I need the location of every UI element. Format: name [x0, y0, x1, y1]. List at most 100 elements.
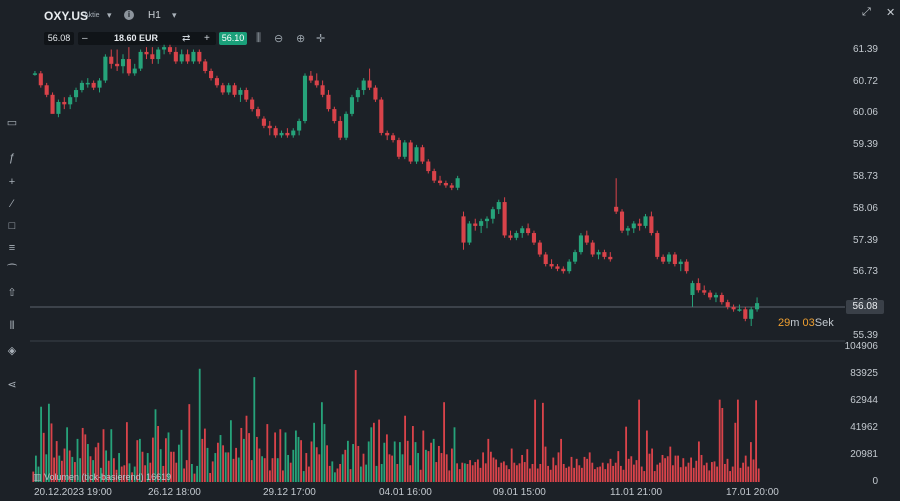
- layers-icon[interactable]: ◈: [7, 345, 17, 357]
- swap-icon[interactable]: ⇄: [182, 33, 191, 44]
- price-tick-label: 60.72: [852, 75, 878, 87]
- timeframe-select[interactable]: H1: [148, 10, 161, 21]
- candle-body: [91, 82, 96, 88]
- quantity-stepper[interactable]: – 18.60 EUR ⇄ +: [78, 32, 216, 45]
- zoom-out-icon[interactable]: ⊖: [274, 33, 284, 45]
- bars-icon[interactable]: ⫴: [9, 320, 15, 332]
- bid-price[interactable]: 56.08: [44, 32, 74, 45]
- indicator-icon[interactable]: ƒ: [8, 152, 16, 164]
- candle-body: [526, 228, 531, 234]
- candle-body: [408, 142, 413, 162]
- close-icon[interactable]: ✕: [886, 7, 896, 19]
- volume-bar: [365, 464, 368, 482]
- price-tick-label: 58.06: [852, 202, 878, 214]
- volume-bar: [492, 457, 495, 482]
- arrow-icon[interactable]: ⇧: [7, 287, 17, 299]
- maximize-icon[interactable]: ⤢: [862, 6, 871, 18]
- volume-bar: [261, 456, 264, 482]
- volume-bar: [136, 440, 139, 482]
- share-icon[interactable]: ⋖: [7, 379, 17, 391]
- volume-bar: [422, 430, 425, 482]
- candle-body: [420, 147, 425, 162]
- time-tick-label: 11.01 21:00: [610, 487, 663, 498]
- volume-bar: [674, 455, 677, 482]
- crosshair-icon[interactable]: ✛: [316, 33, 326, 45]
- volume-bar: [237, 457, 240, 482]
- volume-bar: [123, 465, 126, 482]
- sound-wave-icon[interactable]: ⫼: [256, 32, 262, 44]
- volume-bar: [456, 463, 459, 482]
- volume-bar: [747, 466, 750, 482]
- decrease-button[interactable]: –: [82, 33, 88, 44]
- candle-body: [549, 264, 554, 267]
- candle-body: [749, 309, 754, 319]
- bars-icon: ▥: [33, 472, 45, 482]
- candle-body: [490, 209, 495, 219]
- volume-bar: [638, 399, 641, 482]
- candle-body: [631, 223, 636, 229]
- chevron-down-icon[interactable]: ▾: [107, 10, 112, 20]
- volume-bar: [552, 457, 555, 482]
- volume-bar: [409, 465, 412, 482]
- volume-bar: [411, 426, 414, 482]
- chart-type-icon[interactable]: ▭: [6, 117, 18, 129]
- increase-button[interactable]: +: [204, 33, 210, 44]
- volume-bar: [66, 427, 69, 482]
- volume-bar: [339, 463, 342, 482]
- volume-bar: [554, 465, 557, 482]
- candle-body: [743, 309, 748, 319]
- candle-body: [432, 171, 437, 181]
- volume-bar: [107, 460, 110, 482]
- countdown-minutes: 29: [778, 317, 791, 329]
- candle-body: [62, 101, 67, 105]
- candle-body: [443, 182, 448, 186]
- pattern-icon[interactable]: ⁀: [7, 265, 17, 277]
- volume-bar: [250, 460, 253, 482]
- volume-bar: [157, 426, 160, 482]
- volume-bar: [235, 447, 238, 482]
- volume-bar: [372, 422, 375, 482]
- volume-bar: [232, 458, 235, 482]
- crosshair-tool-icon[interactable]: +: [8, 176, 16, 188]
- volume-bar: [154, 409, 157, 482]
- volume-bar: [81, 427, 84, 482]
- rectangle-icon[interactable]: □: [8, 220, 16, 232]
- volume-bar: [315, 447, 318, 482]
- volume-bar: [450, 448, 453, 482]
- chevron-down-icon[interactable]: ▾: [172, 10, 177, 20]
- volume-bar: [528, 468, 531, 482]
- price-tick-label: 60.06: [852, 107, 878, 119]
- volume-bar: [203, 428, 206, 482]
- volume-bar: [141, 451, 144, 482]
- zoom-in-icon[interactable]: ⊕: [296, 33, 306, 45]
- volume-bar: [367, 441, 370, 482]
- symbol-name[interactable]: OXY.US: [44, 9, 89, 23]
- volume-bar: [318, 454, 321, 482]
- candle-body: [625, 228, 630, 231]
- volume-bar: [86, 444, 89, 482]
- candle-body: [385, 132, 390, 136]
- volume-bars-group: [32, 368, 760, 482]
- candle-body: [132, 68, 137, 74]
- quantity-value[interactable]: 18.60 EUR: [114, 33, 159, 43]
- candle-body: [220, 85, 225, 93]
- volume-bar: [482, 452, 485, 482]
- time-tick-label: 29.12 17:00: [263, 487, 316, 498]
- fibonacci-icon[interactable]: ≡: [8, 242, 16, 254]
- pen-icon[interactable]: ⁄: [11, 198, 13, 210]
- volume-bar: [391, 455, 394, 482]
- volume-bar: [263, 458, 266, 482]
- volume-bar: [575, 458, 578, 482]
- volume-bar: [708, 470, 711, 482]
- ask-price[interactable]: 56.10: [219, 32, 247, 45]
- candle-body: [244, 90, 249, 100]
- candle-body: [619, 211, 625, 231]
- countdown-seconds-unit: Sek: [814, 317, 834, 329]
- candle-body: [567, 261, 572, 272]
- volume-bar: [544, 446, 547, 482]
- info-icon[interactable]: i: [124, 10, 134, 20]
- volume-bar: [539, 463, 542, 482]
- volume-bar: [209, 472, 212, 482]
- candle-countdown: 29m 03Sek: [778, 317, 834, 329]
